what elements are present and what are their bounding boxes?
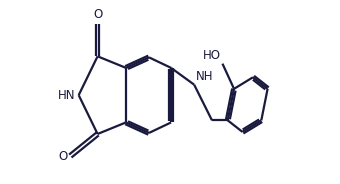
Text: O: O — [58, 150, 67, 162]
Text: HN: HN — [58, 89, 75, 102]
Text: O: O — [93, 8, 102, 21]
Text: HO: HO — [202, 49, 220, 62]
Text: NH: NH — [196, 70, 214, 83]
